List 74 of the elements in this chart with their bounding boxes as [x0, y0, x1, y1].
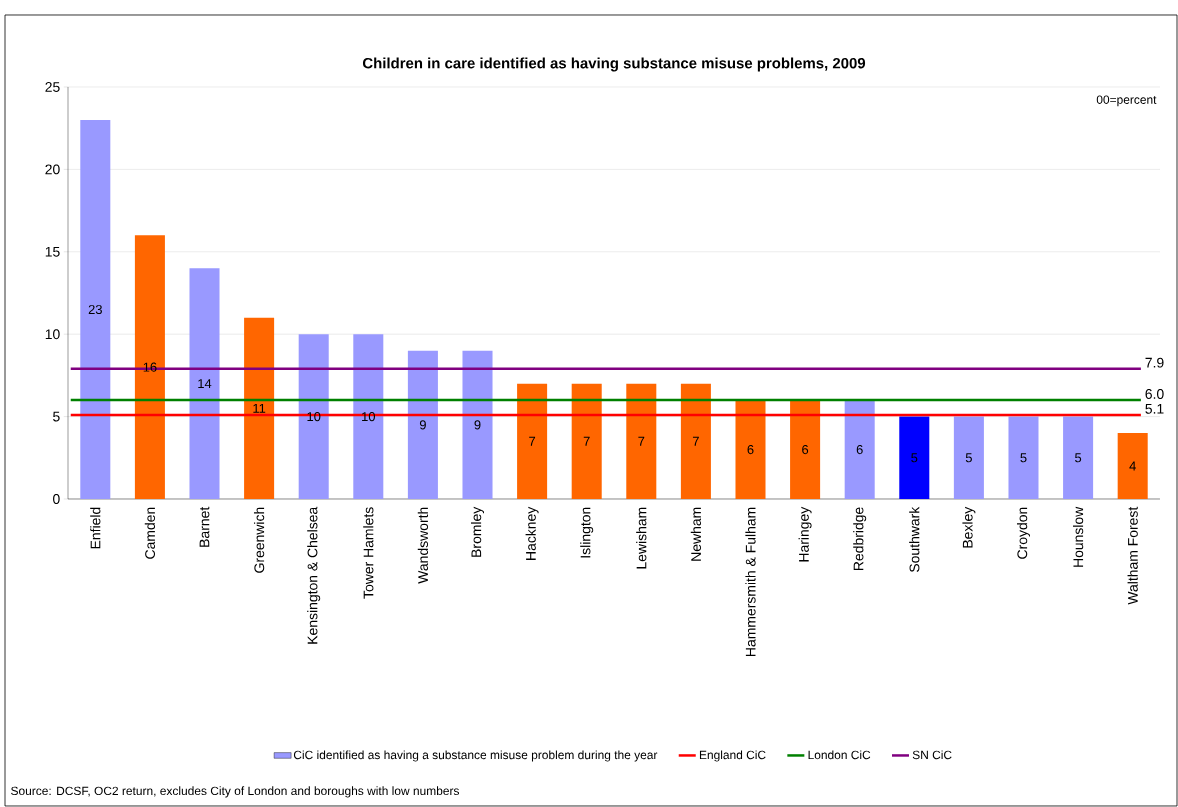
legend-label: London CiC	[808, 750, 871, 760]
data-label: 4	[1129, 461, 1136, 471]
annotation: 6.0	[1145, 389, 1164, 399]
annotation: 5.1	[1145, 404, 1164, 414]
x-tick-label: Bexley	[962, 506, 976, 548]
bar	[844, 400, 875, 499]
data-label: 7	[692, 436, 699, 446]
data-label: 5	[1020, 453, 1027, 463]
bar	[790, 400, 821, 499]
x-tick-label: Enfield	[90, 507, 101, 549]
data-label: 6	[802, 444, 809, 455]
bar	[80, 119, 111, 499]
bar	[680, 383, 711, 499]
bar	[517, 383, 548, 499]
bar	[134, 235, 165, 499]
bar	[953, 416, 984, 499]
data-label: 7	[638, 436, 645, 446]
data-label: 11	[253, 403, 266, 413]
data-label: 9	[419, 420, 426, 430]
bar	[407, 350, 438, 499]
x-tick-label: Haringey	[798, 506, 812, 562]
y-tick-label: 10	[45, 329, 60, 340]
bar	[1117, 433, 1148, 499]
y-tick-label: 5	[53, 411, 60, 422]
data-label: 9	[474, 420, 481, 430]
data-label: 7	[529, 436, 536, 446]
y-tick-label: 25	[45, 82, 60, 92]
bar	[462, 350, 493, 499]
data-label: 7	[583, 436, 590, 446]
bar	[899, 416, 930, 499]
chart-title: Children in care identified as having substance misuse problems, 2009	[362, 57, 866, 72]
legend-label: CiC identified as having a substance misuse problem during the year	[293, 750, 658, 762]
legend-label: England CiC	[699, 750, 766, 762]
x-tick-label: Hounslow	[1072, 506, 1084, 567]
x-tick-label: Newham	[690, 507, 702, 561]
bar	[353, 334, 384, 499]
data-label: 14	[198, 379, 212, 389]
data-label: 23	[88, 304, 102, 315]
x-tick-label: Southwark	[909, 506, 920, 573]
x-tick-label: Hackney	[525, 506, 539, 560]
x-tick-label: Bromley	[471, 506, 484, 557]
bar	[571, 383, 602, 499]
y-tick-label: 15	[45, 246, 60, 257]
x-tick-label: Barnet	[199, 506, 210, 547]
bar	[1008, 416, 1039, 499]
data-label: 6	[856, 444, 863, 455]
data-label: 5	[911, 453, 918, 463]
data-label: 6	[747, 444, 754, 455]
x-tick-label: Waltham Forest	[1127, 506, 1138, 605]
y-tick-label: 20	[45, 164, 60, 175]
x-tick-label: Lewisham	[636, 507, 647, 569]
x-tick-label: Hammersmith & Fulham	[745, 507, 756, 656]
data-label: 5	[1075, 453, 1082, 463]
annotation: 00=percent	[1096, 95, 1157, 107]
annotation: 7.9	[1145, 357, 1164, 368]
bar	[244, 317, 275, 499]
x-tick-label: Croydon	[1016, 507, 1030, 559]
bar	[298, 334, 329, 499]
y-tick-label: 0	[53, 494, 60, 504]
x-tick-label: Tower Hamlets	[363, 507, 374, 599]
bar	[626, 383, 657, 499]
x-tick-label: Greenwich	[253, 507, 265, 573]
data-label: 16	[143, 362, 157, 372]
data-label: 5	[965, 453, 972, 463]
bar	[189, 268, 220, 499]
x-tick-label: Wandsworth	[417, 507, 429, 584]
bar	[1063, 416, 1094, 499]
source-note: Source: DCSF, OC2 return, excludes City of London and boroughs with low numbers	[11, 786, 460, 798]
x-tick-label: Camden	[144, 507, 156, 559]
x-tick-label: Redbridge	[853, 507, 867, 570]
x-tick-label: Kensington & Chelsea	[307, 506, 321, 644]
x-tick-label: Islington	[580, 507, 594, 558]
legend-label: SN CiC	[912, 750, 952, 760]
bar	[735, 400, 766, 499]
